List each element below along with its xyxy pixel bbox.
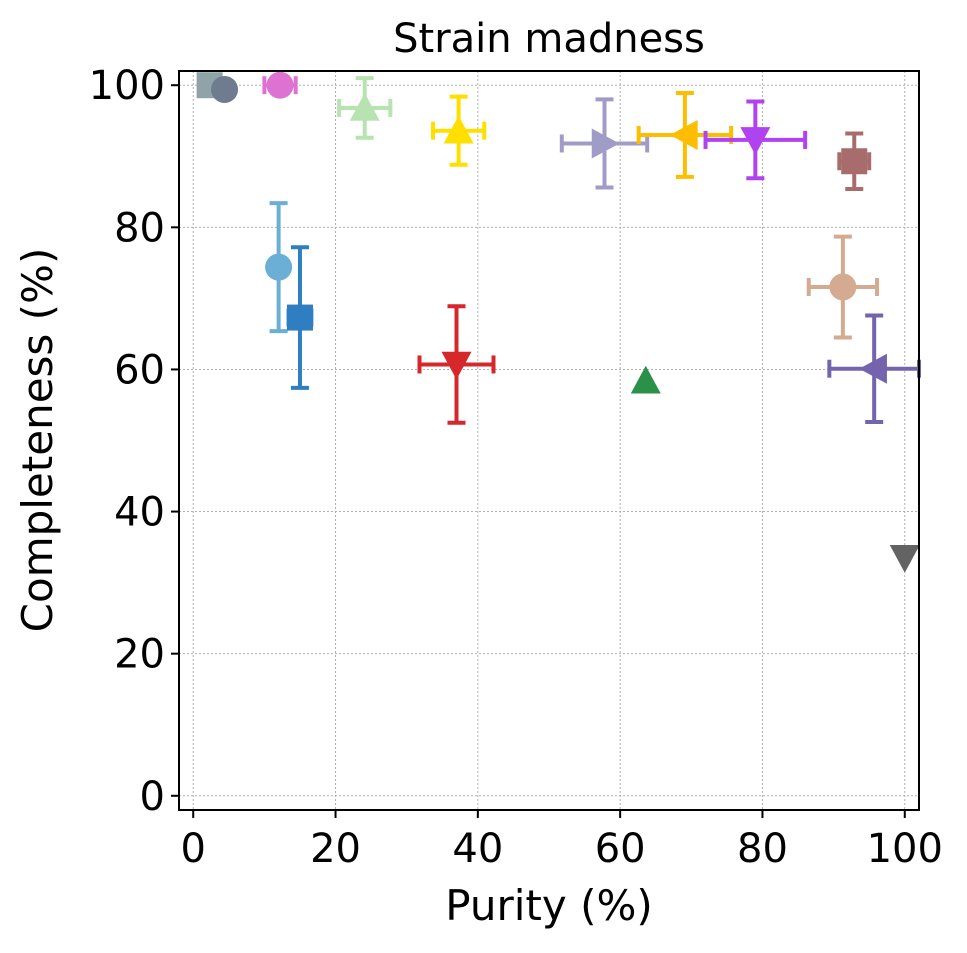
data-point [630,365,661,394]
y-axis-label: Completeness (%) [13,248,62,633]
data-point [337,76,393,140]
data-point [262,71,298,99]
y-tick-label: 20 [114,632,165,678]
data-point [806,234,880,340]
data-points [196,71,921,573]
y-tick-label: 100 [89,63,165,109]
data-point [837,131,872,191]
point-marker [265,253,293,281]
point-marker [859,353,887,384]
x-tick-label: 40 [452,826,503,872]
y-tick-label: 40 [114,490,165,536]
data-point [265,201,293,334]
x-tick-label: 60 [595,826,646,872]
point-marker [669,119,698,150]
chart-title: Strain madness [393,16,705,62]
data-point [431,94,487,167]
x-tick-label: 20 [310,826,361,872]
point-marker [630,365,661,394]
point-marker [266,71,294,99]
point-marker [829,273,857,301]
x-axis-label: Purity (%) [445,881,653,930]
data-point [417,304,496,425]
data-point [211,75,239,103]
data-point [286,245,314,390]
x-tick-label: 100 [867,826,943,872]
y-tick-label: 80 [114,205,165,251]
grid [179,71,919,810]
y-tick-label: 60 [114,347,165,393]
data-point [827,313,921,425]
ticks: 0 20 40 60 80 100 0 20 40 60 80 100 [89,63,943,872]
point-marker [889,544,920,573]
point-marker [286,304,313,331]
plot-area-background [179,71,919,810]
data-point [703,99,808,181]
point-marker [591,128,620,159]
data-point [559,97,650,190]
x-tick-label: 80 [737,826,788,872]
data-point [636,91,734,179]
point-marker [740,127,771,155]
point-marker [211,75,239,103]
point-marker [441,351,472,380]
point-marker [443,115,474,144]
x-tick-label: 0 [181,826,206,872]
point-marker [349,92,380,121]
y-tick-label: 0 [140,774,165,820]
point-marker [841,148,868,175]
plot-frame [178,70,920,811]
data-point [889,544,920,573]
